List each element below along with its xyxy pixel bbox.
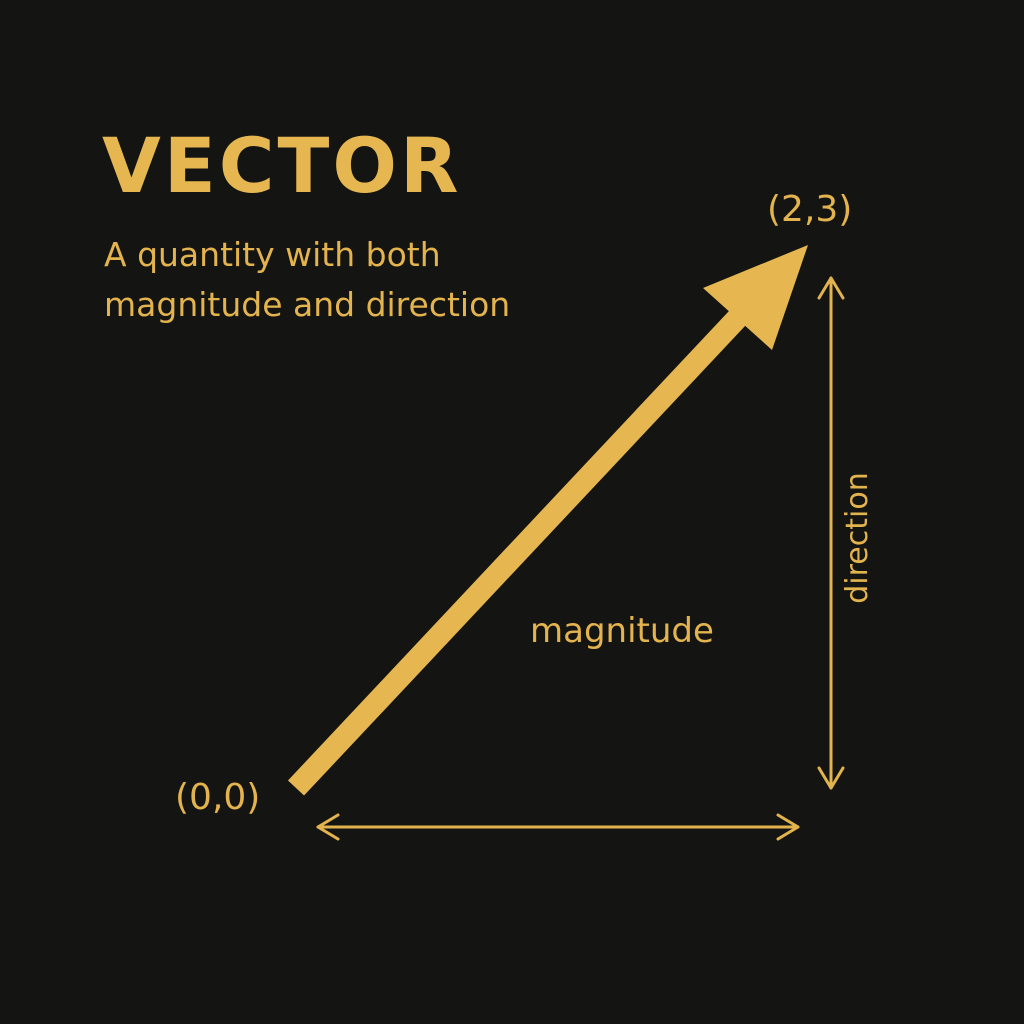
vertical-dimension-arrow: [817, 276, 845, 790]
subtitle-line-1: A quantity with both: [104, 235, 441, 274]
vector-arrow-head: [703, 245, 808, 350]
diagram-subtitle: A quantity with both magnitude and direc…: [104, 230, 564, 330]
subtitle-line-2: magnitude and direction: [104, 285, 511, 324]
end-point-label: (2,3): [767, 189, 853, 230]
vector-arrow-shaft: [287, 302, 754, 796]
magnitude-label: magnitude: [530, 611, 714, 651]
horizontal-dimension-arrow: [316, 813, 800, 841]
diagram-title: VECTOR: [102, 121, 462, 210]
origin-point-label: (0,0): [175, 777, 261, 818]
direction-label: direction: [840, 472, 875, 604]
